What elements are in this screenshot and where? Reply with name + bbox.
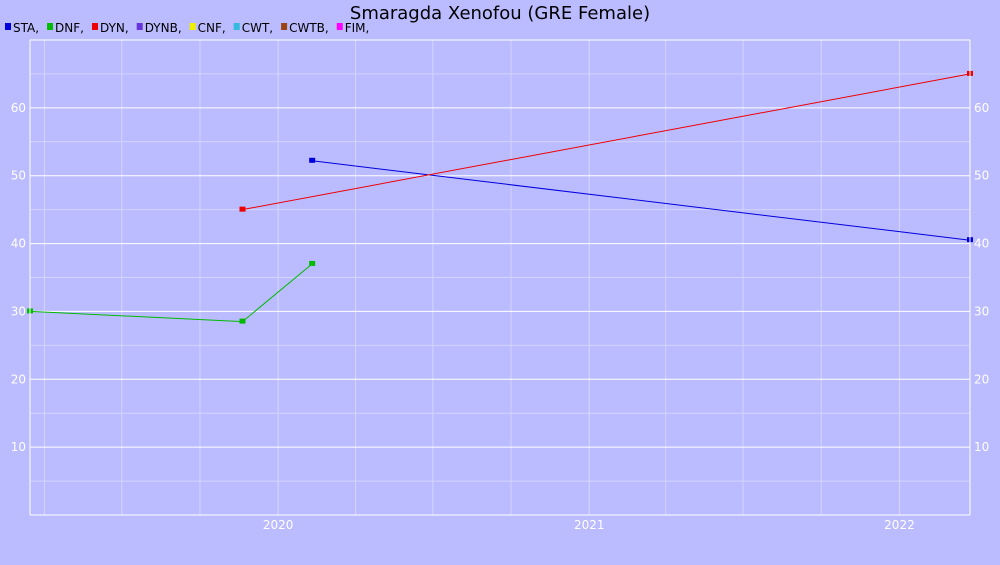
legend-item: DNF, <box>47 21 84 35</box>
series-line-dyn <box>242 73 971 211</box>
legend-label: DYNB, <box>145 21 182 35</box>
legend-label: FIM, <box>345 21 370 35</box>
y-tick-label-right: 50 <box>974 169 989 183</box>
legend-item: DYN, <box>91 21 129 35</box>
legend-label: DYN, <box>100 21 129 35</box>
y-tick-label-left: 30 <box>11 304 26 318</box>
legend-label: CWT, <box>242 21 273 35</box>
x-tick-label: 2022 <box>884 518 915 532</box>
data-point-dnf <box>239 318 246 324</box>
chart-title: Smaragda Xenofou (GRE Female) <box>350 3 650 24</box>
legend-swatch <box>281 23 288 30</box>
legend-swatch <box>336 23 343 30</box>
legend-label: STA, <box>13 21 39 35</box>
y-tick-label-right: 30 <box>974 304 989 318</box>
legend-item: FIM, <box>336 21 370 35</box>
legend-item: CWTB, <box>281 21 329 35</box>
y-tick-label-left: 20 <box>11 372 26 386</box>
x-tick-label: 2020 <box>263 518 294 532</box>
legend-swatch <box>189 23 196 30</box>
legend-label: DNF, <box>55 21 84 35</box>
legend-swatch <box>136 23 143 30</box>
legend-item: CWT, <box>233 21 273 35</box>
legend-swatch <box>91 23 98 30</box>
data-point-dnf <box>309 260 316 266</box>
legend-swatch <box>233 23 240 30</box>
legend: STA, DNF, DYN, DYNB, CNF, CWT, CWTB, FIM, <box>5 21 369 35</box>
legend-label: CNF, <box>198 21 226 35</box>
data-point-dyn <box>239 206 246 212</box>
y-tick-label-right: 10 <box>974 440 989 454</box>
legend-item: CNF, <box>189 21 226 35</box>
legend-item: DYNB, <box>136 21 182 35</box>
legend-label: CWTB, <box>289 21 329 35</box>
legend-swatch <box>5 23 11 30</box>
y-tick-label-left: 50 <box>11 169 26 183</box>
x-tick-label: 2021 <box>574 518 605 532</box>
data-point-sta <box>309 157 316 163</box>
legend-item: STA, <box>5 21 39 35</box>
y-tick-label-right: 60 <box>974 101 989 115</box>
legend-swatch <box>47 23 54 30</box>
y-tick-label-right: 40 <box>974 237 989 251</box>
y-tick-label-left: 10 <box>11 440 26 454</box>
y-tick-label-left: 40 <box>11 237 26 251</box>
grid <box>30 39 970 515</box>
y-tick-label-right: 20 <box>974 372 989 386</box>
y-tick-label-left: 60 <box>11 101 26 115</box>
series-line-sta <box>312 160 971 241</box>
